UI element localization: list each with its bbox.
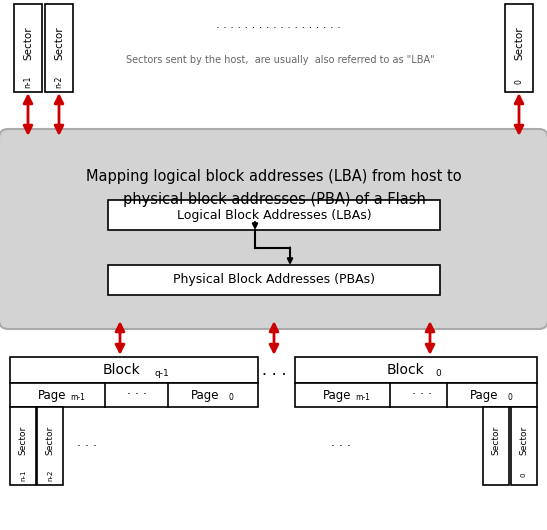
Text: · · · · · · · · · · · · · · · · · ·: · · · · · · · · · · · · · · · · · · (216, 23, 344, 33)
Text: Logical Block Addresses (LBAs): Logical Block Addresses (LBAs) (177, 208, 371, 222)
Bar (14, 4, 42, 92)
Bar (108, 265, 440, 295)
Text: Page: Page (191, 388, 219, 402)
Text: Sector: Sector (45, 426, 55, 455)
FancyBboxPatch shape (0, 129, 547, 329)
Text: n-1: n-1 (20, 469, 26, 481)
Bar (10, 383, 258, 407)
Text: · · ·: · · · (262, 367, 286, 383)
Text: Sector: Sector (514, 26, 524, 60)
Bar (10, 357, 258, 383)
Text: Sector: Sector (492, 426, 501, 455)
Text: · · ·: · · · (412, 388, 432, 402)
Text: 0: 0 (515, 80, 523, 84)
Text: Block: Block (387, 363, 425, 377)
Text: m-1: m-1 (355, 393, 370, 402)
Text: · · ·: · · · (331, 439, 351, 453)
Text: n-1: n-1 (24, 76, 32, 88)
Text: 0: 0 (229, 393, 234, 402)
Text: · · ·: · · · (77, 439, 97, 453)
Text: m-1: m-1 (70, 393, 85, 402)
Text: Page: Page (470, 388, 498, 402)
Bar (295, 357, 537, 383)
Bar (295, 383, 537, 407)
Bar (45, 4, 73, 92)
Text: Page: Page (323, 388, 352, 402)
Text: Mapping logical block addresses (LBA) from host to
physical block addresses (PBA: Mapping logical block addresses (LBA) fr… (86, 170, 462, 207)
Text: Block: Block (103, 363, 141, 377)
Text: Sector: Sector (23, 26, 33, 60)
Text: Physical Block Addresses (PBAs): Physical Block Addresses (PBAs) (173, 273, 375, 287)
Bar (511, 407, 537, 485)
Text: Sector: Sector (19, 426, 27, 455)
Text: q-1: q-1 (155, 369, 170, 378)
Text: Page: Page (38, 388, 67, 402)
Bar (10, 407, 36, 485)
Text: Sectors sent by the host,  are usually  also referred to as "LBA": Sectors sent by the host, are usually al… (126, 55, 434, 65)
Text: Sector: Sector (520, 426, 528, 455)
Text: 0: 0 (435, 369, 441, 378)
Text: n-2: n-2 (47, 469, 53, 481)
Text: · · ·: · · · (127, 388, 147, 402)
Bar (37, 407, 63, 485)
Text: n-2: n-2 (55, 76, 63, 88)
Bar (505, 4, 533, 92)
Text: 0: 0 (508, 393, 513, 402)
Text: Sector: Sector (54, 26, 64, 60)
Text: 0: 0 (521, 473, 527, 477)
Bar (108, 200, 440, 230)
Bar (483, 407, 509, 485)
